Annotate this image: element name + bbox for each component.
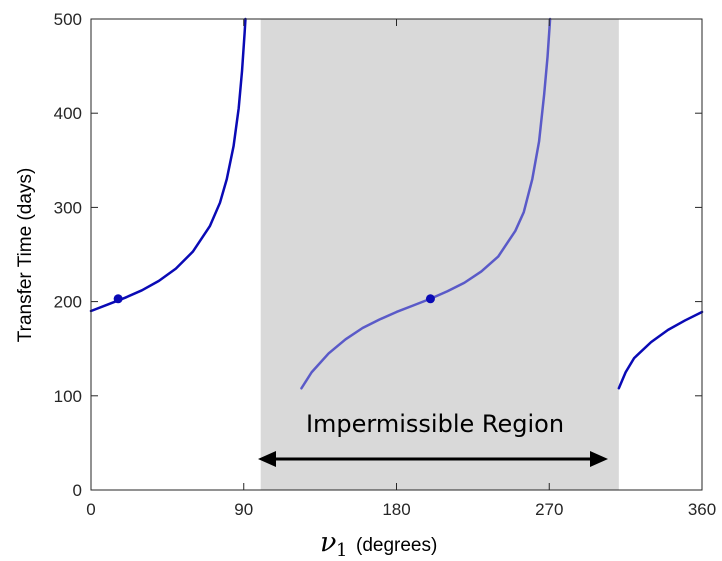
- ticks-layer: [90, 18, 703, 491]
- region-arrow-left-head: [258, 451, 276, 467]
- x-tick-label-270: 270: [535, 500, 563, 519]
- y-tick-label-200: 200: [54, 293, 82, 312]
- series-0-segment-0: [89, 17, 247, 313]
- x-tick-label-0: 0: [86, 500, 95, 519]
- y-tick-label-500: 500: [54, 10, 82, 29]
- y-tick-label-400: 400: [54, 104, 82, 123]
- x-axis-subscript: 1: [336, 540, 347, 561]
- x-tick-label-90: 90: [234, 500, 253, 519]
- y-axis-label: Transfer Time (days): [15, 168, 36, 343]
- series-layer: [89, 17, 704, 390]
- y-tick-label-0: 0: [73, 481, 82, 500]
- series-1-segment-0: [300, 17, 552, 390]
- y-tick-label-100: 100: [54, 387, 82, 406]
- impermissible-region: [260, 19, 619, 490]
- series-1-marker-0: [425, 294, 435, 304]
- series-0-marker-0: [113, 294, 123, 304]
- region-label: Impermissible Region: [306, 410, 564, 438]
- x-axis-units: (degrees): [356, 535, 437, 556]
- region-arrow: [258, 451, 608, 467]
- x-axis-symbol: ν: [320, 527, 336, 558]
- x-axis-label: ν 1 (degrees): [320, 527, 437, 561]
- region-arrow-right-head: [590, 451, 608, 467]
- y-tick-label-300: 300: [54, 198, 82, 217]
- series-0-segment-1: [617, 310, 704, 390]
- x-tick-label-360: 360: [688, 500, 716, 519]
- x-tick-label-180: 180: [382, 500, 410, 519]
